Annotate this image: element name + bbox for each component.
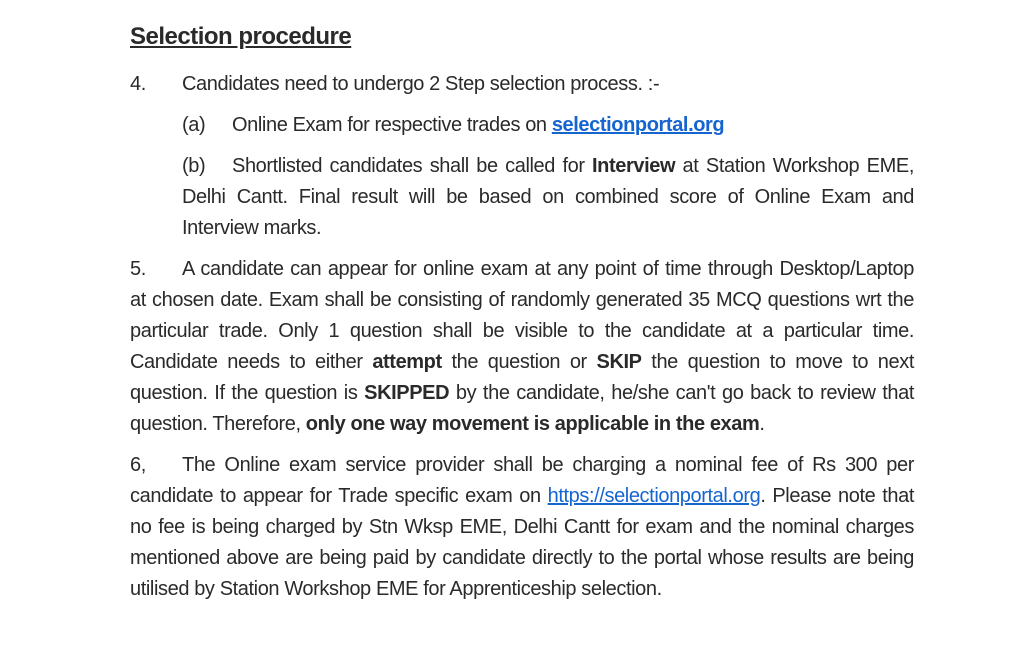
item5-t2: the question or (442, 351, 597, 373)
bold-interview: Interview (592, 155, 675, 177)
item5-t5: . (759, 413, 764, 435)
sub-label-a: (a) (182, 110, 232, 141)
document-page: Selection procedure 4.Candidates need to… (0, 0, 1024, 664)
bold-skip: SKIP (597, 351, 642, 373)
sub-item-4a: (a)Online Exam for respective trades on … (182, 110, 914, 141)
item-4-lead: Candidates need to undergo 2 Step select… (182, 73, 659, 95)
sub-item-4b: (b)Shortlisted candidates shall be calle… (182, 151, 914, 244)
sub-list-4: (a)Online Exam for respective trades on … (182, 110, 914, 244)
bold-skipped: SKIPPED (364, 382, 449, 404)
bold-oneway: only one way movement is applicable in t… (306, 413, 760, 435)
sub-4a-pre: Online Exam for respective trades on (232, 114, 552, 136)
section-heading: Selection procedure (130, 18, 914, 55)
list-item-5: 5.A candidate can appear for online exam… (130, 254, 914, 440)
list-item-6: 6,The Online exam service provider shall… (130, 450, 914, 605)
sub-label-b: (b) (182, 151, 232, 182)
bold-attempt: attempt (372, 351, 441, 373)
item-number: 6, (130, 450, 182, 481)
selectionportal-link[interactable]: selectionportal.org (552, 114, 724, 136)
selectionportal-https-link[interactable]: https://selectionportal.org (548, 485, 761, 507)
list-item-4: 4.Candidates need to undergo 2 Step sele… (130, 69, 914, 100)
sub-4b-pre: Shortlisted candidates shall be called f… (232, 155, 592, 177)
item-number: 5. (130, 254, 182, 285)
item-number: 4. (130, 69, 182, 100)
